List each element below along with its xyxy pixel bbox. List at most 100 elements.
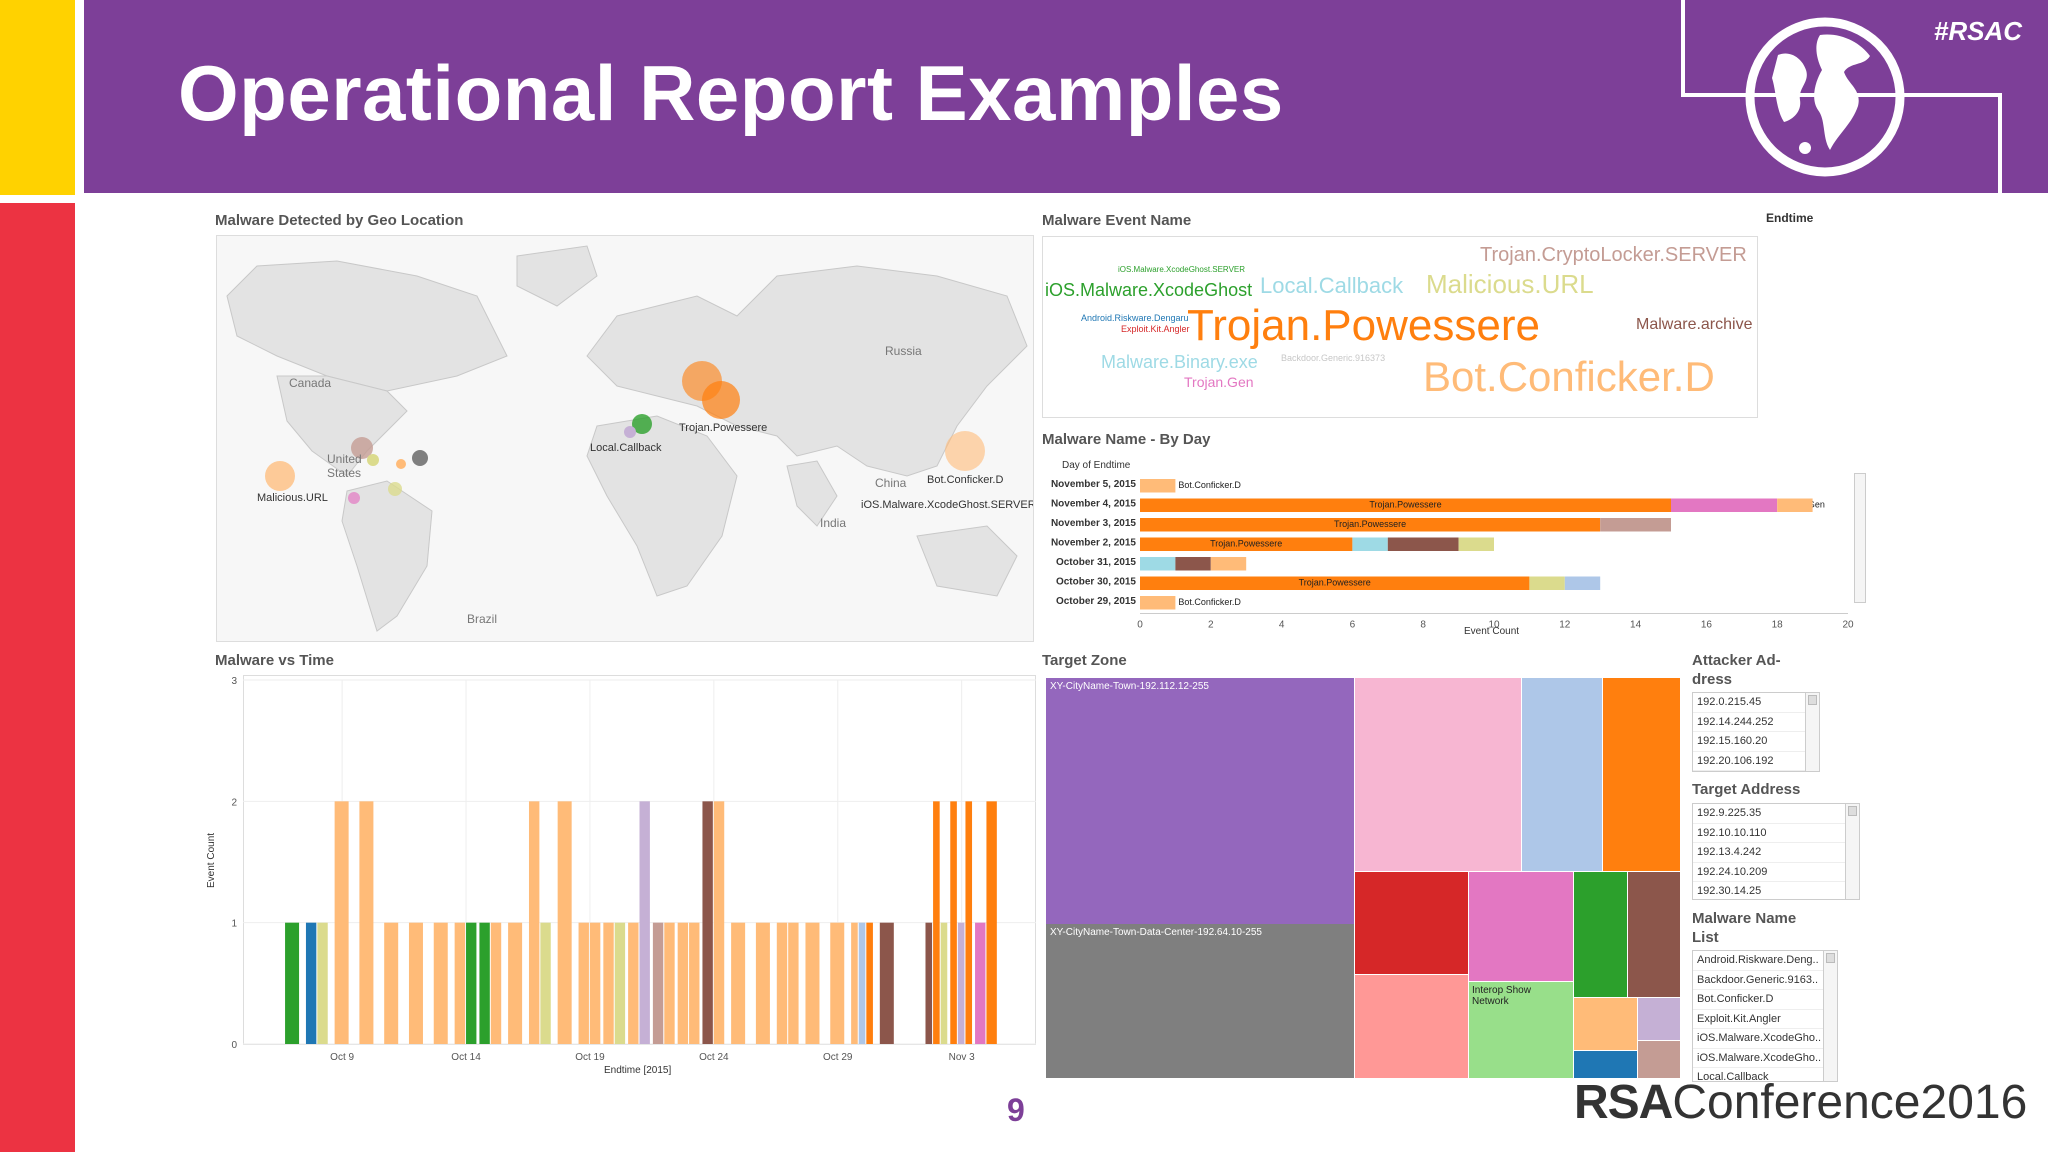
word-android-riskware[interactable]: Android.Riskware.Dengaru — [1081, 313, 1189, 323]
filter-item[interactable]: iOS.Malware.XcodeGho.. — [1693, 1049, 1837, 1068]
tile[interactable] — [1469, 872, 1573, 981]
time-bar[interactable] — [788, 922, 799, 1044]
by-day-bar[interactable] — [1600, 518, 1671, 532]
time-bar[interactable] — [557, 801, 572, 1044]
time-bar[interactable] — [578, 922, 589, 1044]
time-bar[interactable] — [975, 922, 986, 1044]
filter-item[interactable]: Android.Riskware.Deng.. — [1693, 951, 1837, 971]
time-bar[interactable] — [305, 922, 317, 1044]
time-bar[interactable] — [713, 801, 725, 1044]
time-bar[interactable] — [359, 801, 374, 1044]
time-bar[interactable] — [334, 801, 349, 1044]
time-bar[interactable] — [466, 922, 477, 1044]
scroll-thumb[interactable] — [1848, 806, 1857, 816]
time-bar[interactable] — [755, 922, 770, 1044]
time-bar[interactable] — [479, 922, 490, 1044]
by-day-bar[interactable] — [1140, 479, 1176, 493]
tile[interactable] — [1603, 678, 1680, 871]
time-bar[interactable] — [664, 922, 675, 1044]
scroll-thumb[interactable] — [1808, 695, 1817, 705]
time-bar[interactable] — [965, 801, 973, 1044]
time-bar[interactable] — [957, 922, 965, 1044]
by-day-bar[interactable] — [1175, 557, 1211, 571]
tile[interactable] — [1574, 872, 1627, 997]
filter-item[interactable]: 192.13.4.242 — [1693, 843, 1859, 863]
time-bar[interactable] — [702, 801, 713, 1044]
time-bar[interactable] — [866, 922, 873, 1044]
time-bar[interactable] — [858, 922, 866, 1044]
time-bar[interactable] — [614, 922, 626, 1044]
malware-scrollbar[interactable] — [1823, 951, 1837, 1081]
by-day-bar[interactable] — [1671, 498, 1778, 513]
by-day-bar[interactable] — [1210, 557, 1247, 571]
time-bar[interactable] — [454, 922, 466, 1044]
time-bar[interactable] — [851, 922, 858, 1044]
filter-item[interactable]: 192.0.215.45 — [1693, 693, 1819, 713]
time-bar[interactable] — [433, 922, 448, 1044]
time-bar[interactable] — [950, 801, 957, 1044]
word-malicious-url[interactable]: Malicious.URL — [1426, 269, 1594, 299]
by-day-bar[interactable] — [1140, 537, 1353, 552]
time-bar[interactable] — [830, 922, 845, 1044]
filter-item[interactable]: 192.14.244.252 — [1693, 713, 1819, 732]
time-bar[interactable] — [528, 801, 540, 1044]
by-day-bar[interactable] — [1140, 557, 1176, 571]
by-day-bar[interactable] — [1387, 537, 1459, 552]
time-bar[interactable] — [540, 922, 551, 1044]
time-bar[interactable] — [940, 922, 948, 1044]
by-day-bar[interactable] — [1777, 498, 1813, 513]
by-day-bar[interactable] — [1352, 537, 1388, 552]
word-ios-xcodeghost-server[interactable]: iOS.Malware.XcodeGhost.SERVER — [1118, 265, 1246, 274]
time-bar[interactable] — [677, 922, 689, 1044]
word-trojan-powessere[interactable]: Trojan.Powessere — [1187, 301, 1540, 350]
by-day-bar[interactable] — [1140, 596, 1176, 610]
time-bar[interactable] — [384, 922, 399, 1044]
time-bar[interactable] — [689, 922, 700, 1044]
tile[interactable] — [1638, 998, 1680, 1040]
filter-item[interactable]: 192.10.10.110 — [1693, 824, 1859, 843]
tile[interactable] — [1355, 975, 1468, 1078]
by-day-bar[interactable] — [1564, 576, 1601, 591]
word-bot-conficker[interactable]: Bot.Conficker.D — [1423, 353, 1715, 400]
time-bar[interactable] — [986, 801, 997, 1044]
filter-item[interactable]: 192.9.225.35 — [1693, 804, 1859, 824]
by-day-bar[interactable] — [1140, 518, 1601, 532]
word-trojan-cryptolocker[interactable]: Trojan.CryptoLocker.SERVER — [1480, 244, 1747, 266]
tile[interactable] — [1046, 924, 1354, 1078]
word-trojan-gen[interactable]: Trojan.Gen — [1184, 374, 1254, 390]
filter-item[interactable]: 192.30.14.25 — [1693, 882, 1859, 899]
scroll-thumb[interactable] — [1826, 953, 1835, 963]
time-bar[interactable] — [776, 922, 788, 1044]
time-bar[interactable] — [731, 922, 746, 1044]
time-bar[interactable] — [925, 922, 933, 1044]
tile[interactable] — [1638, 1041, 1680, 1078]
time-bar[interactable] — [408, 922, 423, 1044]
tile[interactable] — [1046, 678, 1354, 924]
filter-item[interactable]: 192.15.160.20 — [1693, 732, 1819, 752]
by-day-bar[interactable] — [1458, 537, 1494, 552]
filter-item[interactable]: Exploit.Kit.Angler — [1693, 1010, 1837, 1029]
time-bar[interactable] — [490, 922, 502, 1044]
filter-item[interactable]: iOS.Malware.XcodeGho.. — [1693, 1029, 1837, 1049]
time-bar[interactable] — [589, 922, 601, 1044]
geo-map[interactable]: Canada Russia United States China India … — [216, 235, 1034, 642]
word-malware-archive[interactable]: Malware.archive — [1636, 316, 1753, 333]
word-exploit-kit-angler[interactable]: Exploit.Kit.Angler — [1121, 324, 1190, 334]
attacker-scrollbar[interactable] — [1805, 693, 1819, 771]
time-bar[interactable] — [879, 922, 894, 1044]
filter-item[interactable]: 192.20.106.192 — [1693, 752, 1819, 771]
filter-item[interactable]: Backdoor.Generic.9163.. — [1693, 971, 1837, 990]
time-bar[interactable] — [628, 922, 639, 1044]
by-day-bar[interactable] — [1140, 576, 1530, 591]
by-day-scrollbar[interactable] — [1854, 473, 1866, 603]
word-local-callback[interactable]: Local.Callback — [1260, 273, 1404, 298]
tile[interactable] — [1469, 982, 1573, 1078]
word-backdoor-generic[interactable]: Backdoor.Generic.916373 — [1281, 353, 1386, 363]
time-bar[interactable] — [317, 922, 328, 1044]
filter-item[interactable]: 192.24.10.209 — [1693, 863, 1859, 882]
tile[interactable] — [1574, 1051, 1637, 1078]
tile[interactable] — [1522, 678, 1602, 871]
time-bar[interactable] — [603, 922, 614, 1044]
time-bar[interactable] — [652, 922, 664, 1044]
word-malware-binary-exe[interactable]: Malware.Binary.exe — [1101, 352, 1258, 372]
